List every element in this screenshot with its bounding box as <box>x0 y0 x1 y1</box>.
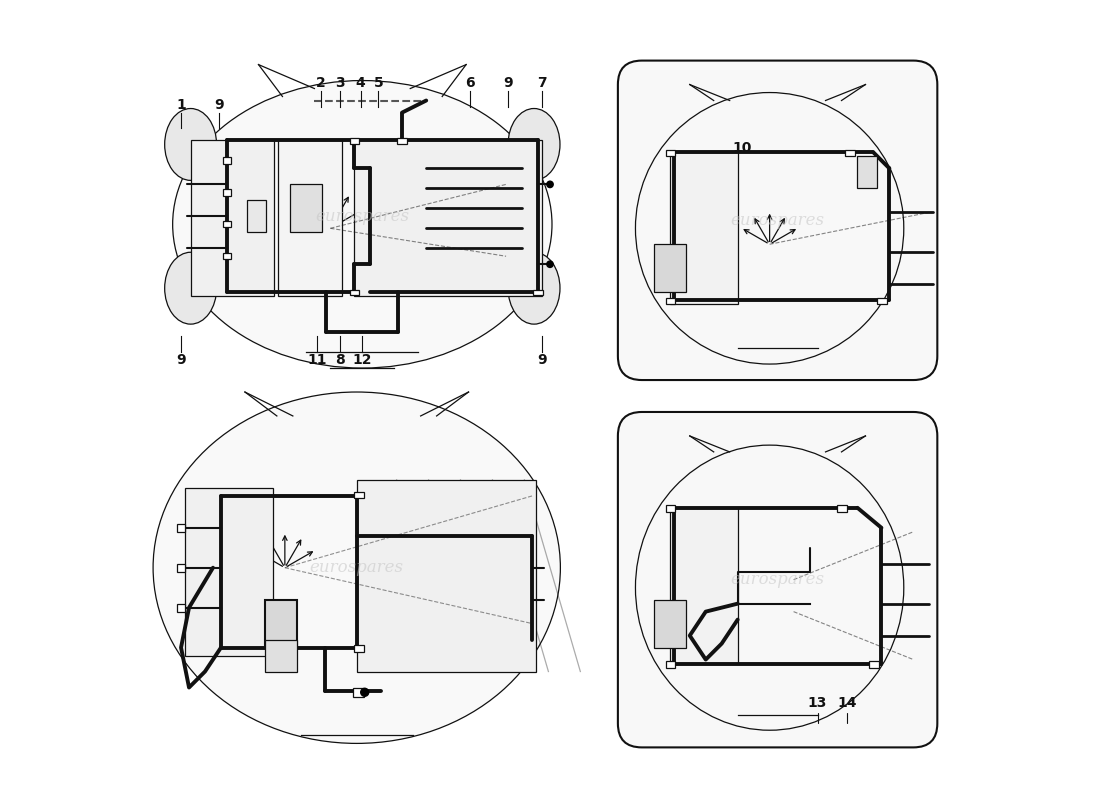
Bar <box>177 564 185 572</box>
Text: eurospares: eurospares <box>316 208 409 225</box>
Ellipse shape <box>508 109 560 180</box>
Bar <box>666 661 675 667</box>
Text: 14: 14 <box>837 697 857 710</box>
Text: 10: 10 <box>732 142 751 155</box>
Text: 6: 6 <box>465 76 475 90</box>
Bar <box>869 661 879 667</box>
Bar <box>666 506 675 512</box>
Bar <box>653 600 685 647</box>
Text: 4: 4 <box>356 76 365 90</box>
Bar <box>354 492 364 498</box>
Text: 12: 12 <box>353 353 372 367</box>
Text: 9: 9 <box>176 353 186 367</box>
Bar <box>185 488 273 655</box>
Text: 11: 11 <box>307 353 327 367</box>
Bar <box>837 506 847 512</box>
Text: 9: 9 <box>213 98 223 111</box>
Bar <box>350 138 359 144</box>
Bar <box>190 141 275 296</box>
Text: 5: 5 <box>373 76 383 90</box>
Bar <box>177 524 185 532</box>
Bar <box>858 157 878 188</box>
Text: eurospares: eurospares <box>310 559 404 576</box>
FancyBboxPatch shape <box>618 61 937 380</box>
Bar <box>670 153 738 304</box>
Ellipse shape <box>153 392 560 743</box>
Bar <box>846 150 855 157</box>
Text: 2: 2 <box>316 76 326 90</box>
Bar <box>666 298 675 304</box>
Ellipse shape <box>165 109 217 180</box>
Bar <box>356 480 537 671</box>
Ellipse shape <box>508 252 560 324</box>
Circle shape <box>547 261 553 267</box>
Bar <box>265 600 297 647</box>
Bar <box>265 639 297 671</box>
Bar <box>222 253 231 259</box>
Bar <box>246 200 266 232</box>
Bar <box>878 298 887 304</box>
Bar <box>177 604 185 612</box>
Text: 3: 3 <box>336 76 344 90</box>
Text: 9: 9 <box>503 76 513 90</box>
Text: eurospares: eurospares <box>730 571 825 588</box>
Bar <box>397 138 407 144</box>
FancyBboxPatch shape <box>618 412 937 747</box>
Bar <box>278 141 342 296</box>
Bar <box>350 290 359 295</box>
Ellipse shape <box>165 252 217 324</box>
Text: 7: 7 <box>537 76 547 90</box>
Bar <box>354 141 542 296</box>
Text: eurospares: eurospares <box>730 212 825 229</box>
Bar <box>653 244 685 292</box>
Bar <box>222 189 231 195</box>
Bar <box>353 687 364 697</box>
Bar <box>290 184 322 232</box>
Bar <box>354 645 364 651</box>
Bar <box>222 158 231 164</box>
Text: 13: 13 <box>807 697 827 710</box>
Circle shape <box>547 181 553 187</box>
Bar <box>534 290 542 295</box>
Bar <box>670 508 738 663</box>
Bar <box>666 150 675 157</box>
Text: 8: 8 <box>336 353 344 367</box>
Text: 9: 9 <box>537 353 547 367</box>
Bar <box>222 221 231 227</box>
Text: 1: 1 <box>176 98 186 111</box>
Circle shape <box>361 688 368 696</box>
Ellipse shape <box>173 81 552 368</box>
